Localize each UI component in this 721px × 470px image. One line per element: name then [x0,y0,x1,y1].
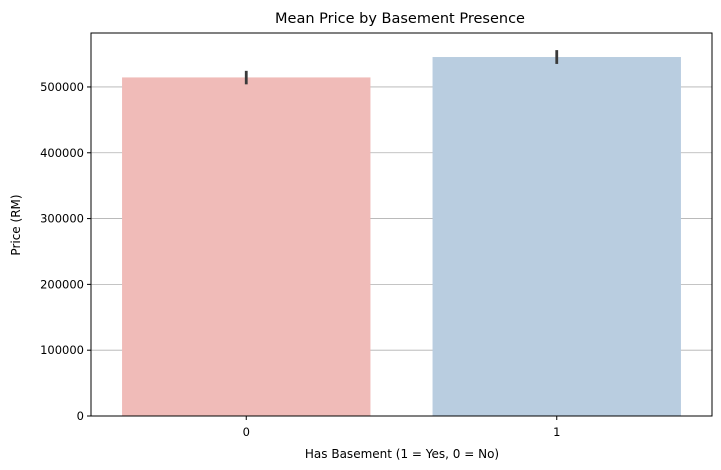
y-tick-label-0: 0 [77,409,84,423]
x-axis-label: Has Basement (1 = Yes, 0 = No) [305,447,499,461]
y-axis-ticks: 0 100000 200000 300000 400000 500000 [40,80,91,423]
bar-layer [122,57,681,416]
bar-1 [432,57,681,416]
error-bar-layer [244,50,559,85]
bar-0 [122,77,371,416]
x-tick-label-0: 0 [243,425,250,439]
y-tick-label-2: 200000 [40,277,84,291]
chart-title: Mean Price by Basement Presence [275,11,525,27]
y-tick-label-3: 300000 [40,212,84,226]
axes-frame [90,32,713,417]
y-tick-label-5: 500000 [40,80,84,94]
x-tick-label-1: 1 [553,425,560,439]
y-tick-label-1: 100000 [40,343,84,357]
y-axis-label: Price (RM) [9,194,23,255]
plot-frame [90,32,713,417]
y-tick-label-4: 400000 [40,146,84,160]
